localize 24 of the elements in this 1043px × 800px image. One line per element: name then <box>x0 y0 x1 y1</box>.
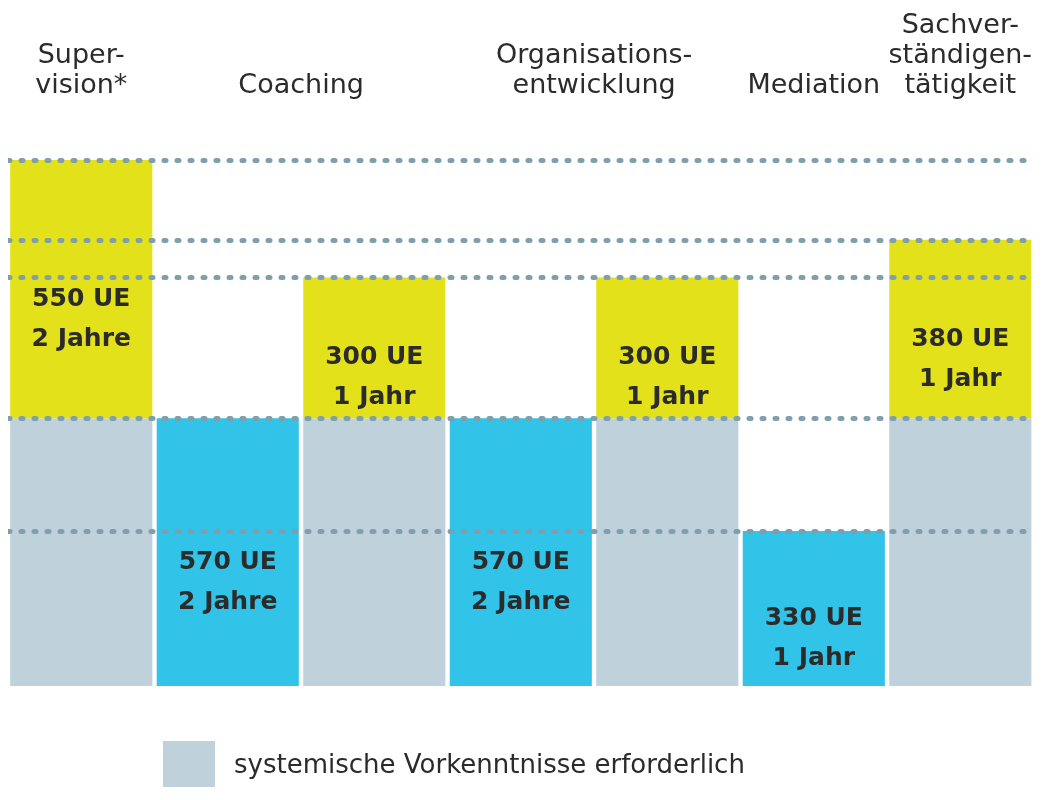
data-label: 300 UE 1 Jahr <box>325 341 424 411</box>
bar <box>10 160 153 419</box>
x-tick-label: Super- vision* <box>35 37 128 99</box>
x-tick-label: Organisations- entwicklung <box>495 37 693 99</box>
data-label: 550 UE 2 Jahre <box>31 282 131 352</box>
legend-label: systemische Vorkenntnisse erforderlich <box>234 749 745 779</box>
bar <box>10 418 153 686</box>
data-label: 570 UE 2 Jahre <box>178 545 278 615</box>
bar <box>742 531 885 686</box>
data-label: 380 UE 1 Jahr <box>911 322 1010 392</box>
bar <box>889 418 1032 686</box>
bar <box>303 277 446 419</box>
bar <box>889 239 1032 419</box>
x-tick-label: Coaching <box>238 67 364 99</box>
x-tick-label: Sachver- ständigen- tätigkeit <box>888 7 1033 99</box>
x-tick-label: Mediation <box>747 67 881 99</box>
bar <box>449 418 592 686</box>
data-label: 330 UE 1 Jahr <box>764 602 863 672</box>
data-label: 570 UE 2 Jahre <box>471 545 571 615</box>
bar <box>156 418 299 686</box>
bar <box>596 418 739 686</box>
bar <box>596 277 739 419</box>
bar <box>303 418 446 686</box>
data-label: 300 UE 1 Jahr <box>618 341 717 411</box>
